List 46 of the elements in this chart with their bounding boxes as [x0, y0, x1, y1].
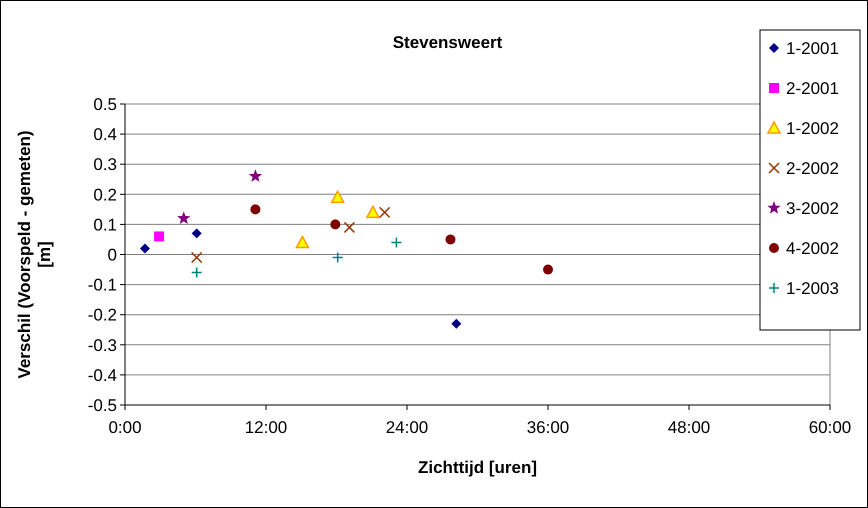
- y-tick-label: -0.3: [88, 336, 117, 355]
- legend-label: 4-2002: [786, 238, 839, 258]
- point: [140, 243, 150, 254]
- legend-label: 1-2001: [786, 38, 839, 58]
- x-tick-label: 48:00: [668, 418, 710, 437]
- point: [250, 204, 260, 214]
- point: [366, 206, 380, 218]
- point: [330, 190, 344, 204]
- point: [248, 169, 262, 182]
- legend-label: 1-2003: [786, 278, 839, 298]
- x-tick-label: 12:00: [244, 418, 288, 437]
- point: [390, 236, 402, 248]
- point: [445, 234, 456, 244]
- y-tick-label: 0.5: [93, 94, 117, 114]
- x-tick-label: 60:00: [808, 418, 852, 437]
- y-tick-label: 0.3: [93, 155, 117, 174]
- point: [190, 266, 202, 278]
- chart-title: Stevensweert: [392, 33, 503, 52]
- point: [332, 252, 344, 264]
- y-tick-label: 0.2: [93, 185, 117, 204]
- legend-label: 2-2001: [786, 78, 839, 98]
- x-tick-label: 36:00: [526, 418, 570, 437]
- point: [177, 211, 190, 224]
- y-tick-label: 0.1: [93, 215, 117, 234]
- legend-label: 1-2002: [786, 118, 839, 138]
- y-tick-label: -0.1: [88, 276, 117, 295]
- y-tick-label: -0.2: [88, 306, 117, 325]
- point: [296, 236, 310, 248]
- point: [192, 228, 202, 238]
- point: [344, 222, 356, 234]
- x-tick-label: 0:00: [108, 418, 142, 437]
- legend-label: 2-2002: [786, 158, 839, 178]
- y-axis-title: Verschil (Voorspeld - gemeten) [m]: [14, 130, 54, 379]
- y-tick-label: -0.5: [88, 396, 117, 415]
- legend-label: 3-2002: [786, 198, 839, 218]
- point: [451, 318, 462, 329]
- point: [190, 252, 202, 264]
- point: [378, 206, 390, 218]
- point: [330, 219, 340, 230]
- x-tick-label: 24:00: [386, 418, 428, 437]
- y-tick-label: -0.4: [88, 366, 117, 385]
- point: [154, 231, 164, 242]
- y-tick-label: 0.4: [93, 125, 117, 144]
- point: [543, 264, 553, 275]
- x-axis-title: Zichttijd [uren]: [418, 458, 537, 477]
- y-tick-label: 0: [108, 245, 117, 264]
